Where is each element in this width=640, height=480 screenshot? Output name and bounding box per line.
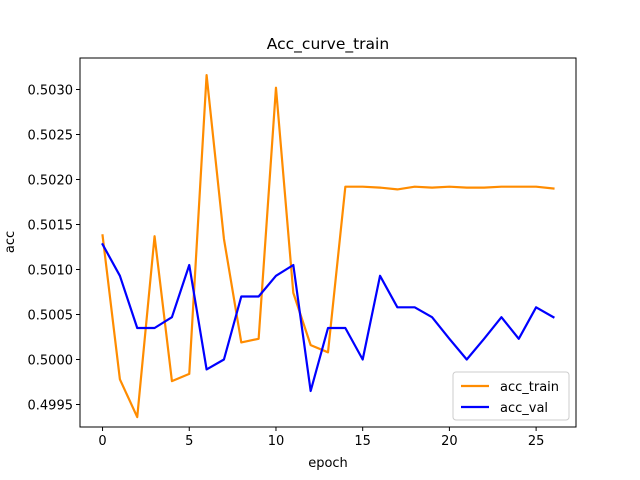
x-axis-label: epoch [308, 456, 348, 471]
x-tick-label: 0 [98, 434, 106, 449]
y-tick-label: 0.5000 [28, 354, 74, 369]
x-tick-label: 5 [185, 434, 193, 449]
x-tick-label: 25 [528, 434, 545, 449]
y-tick-label: 0.5015 [28, 219, 74, 234]
series-layer [101, 73, 555, 419]
legend-label: acc_val [500, 401, 548, 416]
y-tick-label: 0.5025 [28, 129, 74, 144]
plot-frame [79, 57, 577, 428]
series-line-acc-train [101, 73, 555, 419]
legend: acc_train acc_val [452, 371, 570, 421]
x-tick-label: 10 [268, 434, 285, 449]
y-axis-ticks: 0.4995 0.5000 0.5005 0.5010 0.5015 0.5020 0.50… [28, 84, 80, 414]
chart-title: Acc_curve_train [267, 35, 389, 54]
y-tick-label: 0.5030 [28, 84, 74, 99]
y-axis-label: acc [3, 231, 18, 253]
y-tick-label: 0.5005 [28, 309, 74, 324]
y-tick-label: 0.5010 [28, 264, 74, 279]
y-tick-label: 0.5020 [28, 174, 74, 189]
y-tick-label: 0.4995 [28, 399, 74, 414]
x-axis-ticks: 0 5 10 15 20 25 [98, 427, 544, 449]
x-tick-label: 20 [441, 434, 458, 449]
legend-label: acc_train [500, 380, 559, 395]
series-line-acc-val [101, 242, 555, 393]
x-tick-label: 15 [354, 434, 371, 449]
